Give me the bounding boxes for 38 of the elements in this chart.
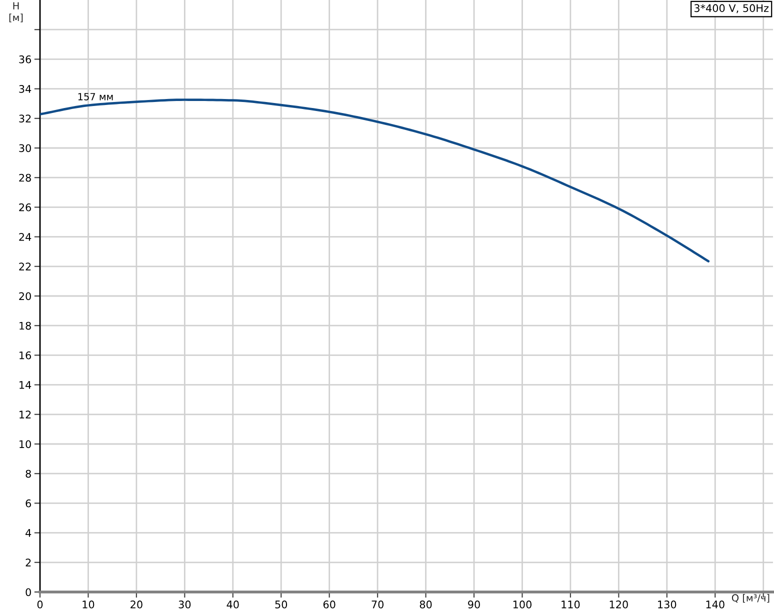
x-tick-label: 30 bbox=[178, 600, 191, 608]
x-tick-label: 20 bbox=[130, 600, 142, 608]
y-tick-label: 18 bbox=[20, 322, 31, 330]
x-tick-label: 100 bbox=[513, 600, 532, 608]
chart-title: 3*400 V, 50Hz bbox=[694, 4, 769, 14]
y-tick-label: 0 bbox=[26, 588, 31, 596]
y-tick-label: 12 bbox=[20, 410, 31, 418]
y-tick-label: 24 bbox=[19, 233, 32, 241]
x-tick-label: 80 bbox=[420, 600, 432, 608]
x-tick-label: 130 bbox=[658, 600, 676, 608]
y-tick-label: 6 bbox=[26, 499, 32, 508]
x-tick-label: 140 bbox=[706, 600, 724, 608]
x-tick-label: 60 bbox=[323, 600, 336, 608]
x-tick-label: 0 bbox=[37, 600, 43, 608]
y-tick-label: 30 bbox=[19, 144, 31, 152]
x-tick-label: 40 bbox=[226, 600, 239, 608]
x-tick-label: 90 bbox=[468, 600, 480, 608]
x-tick-label: 120 bbox=[610, 600, 628, 608]
y-tick-label: 34 bbox=[19, 85, 32, 93]
y-tick-label: 28 bbox=[19, 174, 31, 182]
x-tick-label: 50 bbox=[275, 600, 288, 608]
y-tick-label: 4 bbox=[26, 529, 32, 537]
y-axis-title: H [м] bbox=[9, 2, 23, 22]
annotation: 157 мм bbox=[78, 93, 113, 100]
y-tick-label: 26 bbox=[19, 203, 32, 212]
x-tick-label: 110 bbox=[562, 600, 580, 608]
y-tick-label: 10 bbox=[20, 440, 31, 448]
y-tick-label: 22 bbox=[19, 262, 31, 270]
y-tick-label: 8 bbox=[26, 470, 31, 478]
y-tick-label: 16 bbox=[20, 351, 32, 360]
x-axis-title: Q [м³/ч] bbox=[732, 594, 770, 603]
y-tick-label: 20 bbox=[19, 292, 31, 300]
y-tick-label: 14 bbox=[20, 381, 32, 389]
y-tick-label: 36 bbox=[19, 55, 32, 64]
x-tick-label: 70 bbox=[372, 600, 384, 608]
y-tick-label: 32 bbox=[19, 114, 31, 123]
y-tick-label: 2 bbox=[26, 558, 31, 566]
x-tick-label: 10 bbox=[82, 600, 94, 608]
